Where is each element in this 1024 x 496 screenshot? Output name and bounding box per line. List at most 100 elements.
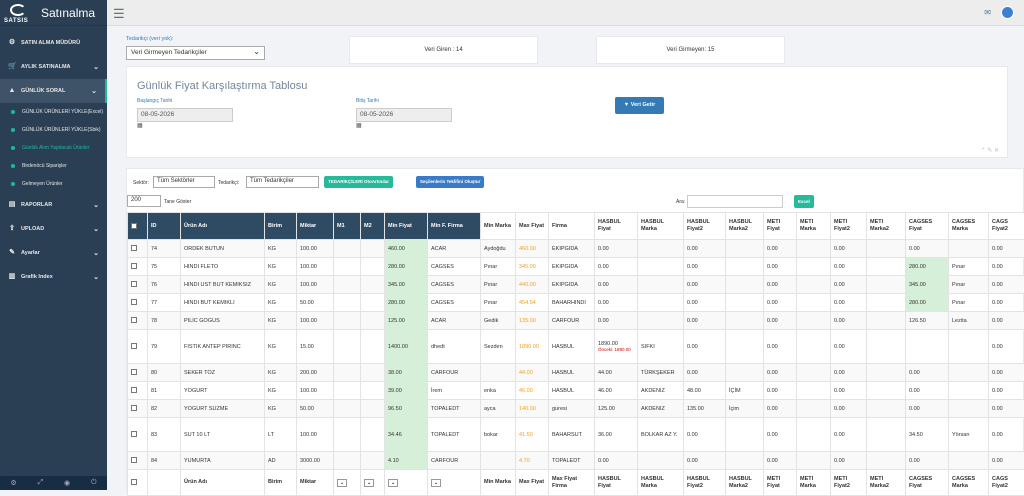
sidebar-item-upload[interactable]: ⇪UPLOAD⌄ [0, 217, 107, 241]
sidebar-item-satin-alma-m-d-r-[interactable]: ⚙SATIN ALMA MÜDÜRÜ [0, 31, 107, 55]
row-checkbox[interactable] [128, 312, 148, 330]
menu-toggle-icon[interactable]: ☰ [113, 6, 125, 22]
footer-filter[interactable]: ⌄ [361, 470, 385, 496]
column-header[interactable]: CAGSES Marka [949, 213, 989, 240]
footer-filter[interactable]: CAGS Fiyat2 [989, 470, 1024, 496]
footer-filter[interactable]: Max Fiyat Firma [549, 470, 595, 496]
column-header[interactable]: ID [148, 213, 181, 240]
sidebar-item-aylik-satinalma[interactable]: 🛒AYLIK SATINALMA⌄ [0, 55, 107, 79]
brand[interactable]: SATSIS Satınalma [0, 0, 107, 26]
column-filter-select[interactable]: ⌄ [388, 479, 398, 487]
footer-filter[interactable]: HASBUL Marka2 [726, 470, 764, 496]
calendar-icon[interactable]: ▦ [137, 122, 143, 129]
footer-filter[interactable]: ⌄ [334, 470, 361, 496]
row-checkbox[interactable] [128, 382, 148, 400]
footer-filter[interactable]: ⌄ [428, 470, 481, 496]
column-header[interactable]: Birim [265, 213, 297, 240]
column-filter-select[interactable]: ⌄ [431, 479, 441, 487]
footer-filter[interactable]: HASBUL Fiyat [595, 470, 638, 496]
panel-tools[interactable]: ⌃ ✎ ✕ [981, 147, 999, 154]
sidebar-subitem[interactable]: Günlük Alım Yapılacak Ürünler [0, 139, 107, 157]
column-header[interactable]: HASBUL Fiyat2 [684, 213, 726, 240]
row-checkbox[interactable] [128, 276, 148, 294]
mail-icon[interactable]: ✉ [984, 8, 991, 17]
end-date-input[interactable]: 08-05-2026 [356, 108, 452, 122]
power-icon[interactable]: ⏻ [91, 479, 97, 487]
column-filter-select[interactable]: ⌄ [337, 479, 347, 487]
footer-filter[interactable]: CAGSES Fiyat [906, 470, 949, 496]
footer-checkbox[interactable] [128, 470, 148, 496]
column-header[interactable]: CAGSES Fiyat [906, 213, 949, 240]
supplier-select[interactable]: Veri Girmeyen Tedarikçiler [126, 46, 265, 60]
fullscreen-icon[interactable]: ⤢ [38, 479, 44, 487]
column-header[interactable]: Min F. Firma [428, 213, 481, 240]
footer-filter[interactable]: METI Fiyat [764, 470, 797, 496]
footer-filter[interactable]: Min Marka [481, 470, 516, 496]
column-header[interactable]: Min Marka [481, 213, 516, 240]
row-checkbox[interactable] [128, 240, 148, 258]
footer-filter[interactable]: METI Fiyat2 [831, 470, 867, 496]
footer-filter[interactable]: HASBUL Marka [638, 470, 684, 496]
search-input[interactable] [687, 195, 783, 208]
footer-filter[interactable]: METI Marka [797, 470, 831, 496]
sidebar-subitem[interactable]: Gelmeyen Ürünler [0, 175, 107, 193]
eye-icon[interactable]: ◉ [64, 479, 70, 487]
footer-filter[interactable]: Birim [265, 470, 297, 496]
settings-icon[interactable]: ⚙ [10, 479, 16, 487]
sidebar-subitem[interactable]: GÜNLÜK ÜRÜNLERİ YÜKLE(Excel) [0, 103, 107, 121]
footer-filter[interactable]: METI Marka2 [867, 470, 906, 496]
footer-filter[interactable]: Max Fiyat [516, 470, 549, 496]
column-header[interactable]: Min Fiyat [385, 213, 428, 240]
footer-filter[interactable]: Ürün Adı [181, 470, 265, 496]
select-all-checkbox[interactable] [128, 213, 148, 240]
footer-filter[interactable]: HASBUL Fiyat2 [684, 470, 726, 496]
column-header[interactable]: Firma [549, 213, 595, 240]
column-header[interactable]: CAGS Fiyat2 [989, 213, 1024, 240]
sidebar-item-ayarlar[interactable]: ✎Ayarlar⌄ [0, 241, 107, 265]
row-checkbox[interactable] [128, 418, 148, 452]
calendar-icon[interactable]: ▦ [356, 122, 362, 129]
sidebar-item-raporlar[interactable]: ▤RAPORLAR⌄ [0, 193, 107, 217]
column-header[interactable]: METI Marka [797, 213, 831, 240]
column-header[interactable]: HASBUL Fiyat [595, 213, 638, 240]
sidebar-subitem[interactable]: GÜNLÜK ÜRÜNLERİ YÜKLE(Sbik) [0, 121, 107, 139]
column-header[interactable]: Ürün Adı [181, 213, 265, 240]
sidebar-item-grafik-index[interactable]: ▥Grafik Index⌄ [0, 265, 107, 289]
column-header[interactable]: M1 [334, 213, 361, 240]
column-header[interactable]: HASBUL Marka2 [726, 213, 764, 240]
sidebar-subitem[interactable]: Birdenöcü Siparişler [0, 157, 107, 175]
row-checkbox[interactable] [128, 258, 148, 276]
create-offer-button[interactable]: Seçilenlerin Teklifini Oluştur [416, 176, 484, 188]
fetch-data-button[interactable]: ▼ Veri Getir [615, 97, 664, 114]
supplier-filter-select[interactable]: Tüm Tedarikçiler [246, 176, 319, 188]
suppliers-button[interactable]: TEDARİKÇİLERİ OtoArtınılar [324, 176, 393, 188]
footer-filter[interactable]: ⌄ [385, 470, 428, 496]
row-checkbox[interactable] [128, 330, 148, 364]
excel-button[interactable]: Excel [794, 195, 814, 208]
footer-filter[interactable]: Miktar [297, 470, 334, 496]
row-checkbox[interactable] [128, 400, 148, 418]
column-filter-select[interactable]: ⌄ [364, 479, 374, 487]
column-header[interactable]: METI Fiyat2 [831, 213, 867, 240]
row-checkbox[interactable] [128, 294, 148, 312]
column-header[interactable]: METI Fiyat [764, 213, 797, 240]
footer-filter[interactable]: CAGSES Marka [949, 470, 989, 496]
row-checkbox[interactable] [128, 452, 148, 470]
avatar[interactable] [1001, 6, 1014, 19]
row-checkbox[interactable] [128, 364, 148, 382]
column-header[interactable]: Max Fiyat [516, 213, 549, 240]
footer-filter[interactable] [148, 470, 181, 496]
column-header[interactable]: Miktar [297, 213, 334, 240]
start-date-input[interactable]: 08-05-2026 [137, 108, 233, 122]
page-size-select[interactable]: 200 [127, 195, 161, 207]
